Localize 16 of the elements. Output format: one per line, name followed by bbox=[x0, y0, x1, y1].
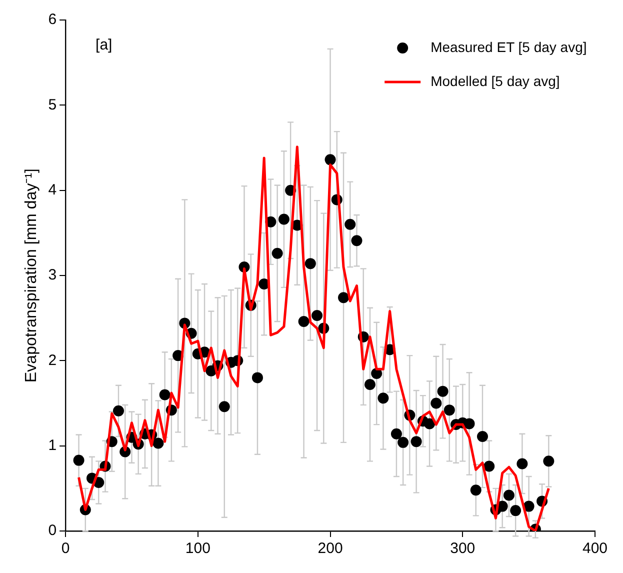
annotation: [a] bbox=[96, 36, 112, 54]
x-tick-label: 300 bbox=[450, 540, 476, 558]
legend-label: Modelled [5 day avg] bbox=[430, 72, 560, 89]
y-tick-label: 4 bbox=[48, 181, 57, 198]
x-tick-label: 200 bbox=[318, 540, 343, 558]
x-tick-label: 100 bbox=[185, 540, 210, 558]
y-tick-label: 1 bbox=[48, 436, 57, 454]
x-tick-label: 400 bbox=[582, 540, 608, 558]
y-tick-label: 3 bbox=[48, 266, 57, 284]
y-axis-title: Evapotranspiration [mm day⁻¹] bbox=[23, 168, 40, 382]
y-tick-label: 2 bbox=[48, 352, 57, 369]
y-tick-label: 0 bbox=[48, 522, 57, 540]
y-tick-label: 5 bbox=[48, 96, 57, 114]
x-tick-label: 0 bbox=[61, 540, 70, 558]
y-tick-label: 6 bbox=[48, 11, 57, 28]
legend-label: Measured ET [5 day avg] bbox=[430, 38, 587, 55]
